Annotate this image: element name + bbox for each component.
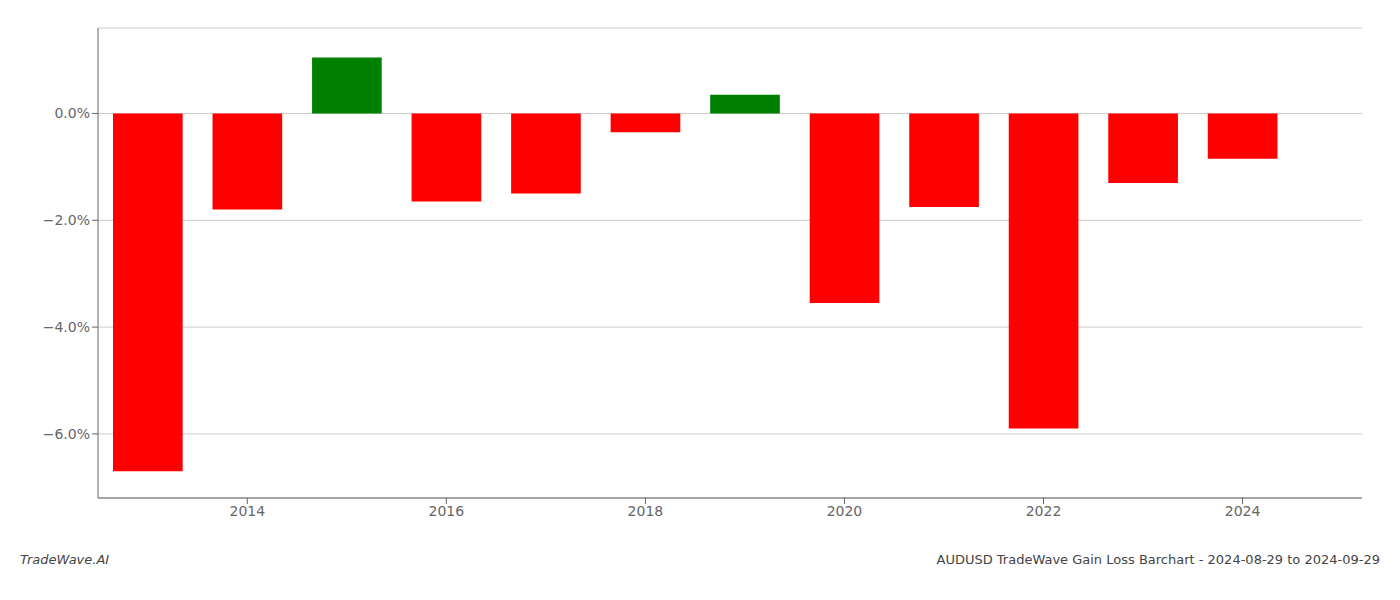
svg-text:−4.0%: −4.0% (43, 319, 90, 335)
svg-text:−6.0%: −6.0% (43, 426, 90, 442)
svg-text:2016: 2016 (429, 503, 465, 519)
html-text:AUDUSD TradeWave Gain Loss Bar: AUDUSD TradeWave Gain Loss Barchart - 20… (936, 552, 1380, 567)
svg-text:2022: 2022 (1026, 503, 1062, 519)
svg-text:2014: 2014 (229, 503, 265, 519)
svg-text:2024: 2024 (1225, 503, 1261, 519)
svg-text:2020: 2020 (827, 503, 863, 519)
svg-text:2018: 2018 (628, 503, 664, 519)
svg-text:0.0%: 0.0% (54, 105, 90, 121)
svg-text:−2.0%: −2.0% (43, 212, 90, 228)
html-text:TradeWave.AI: TradeWave.AI (20, 552, 110, 567)
